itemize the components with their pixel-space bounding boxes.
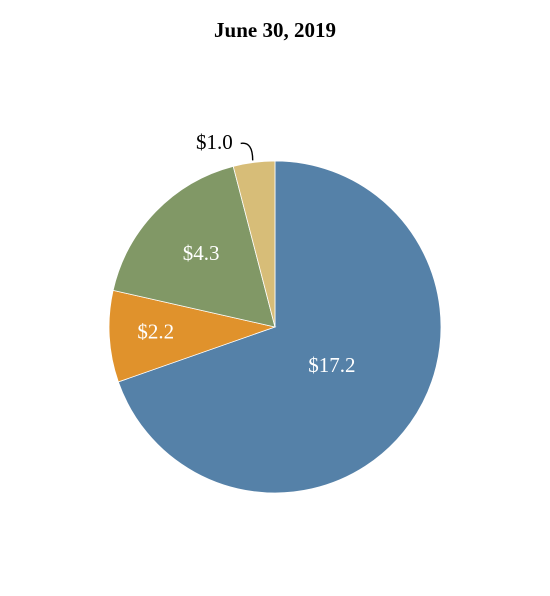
pie-labels: $17.2 $2.2 $4.3 $1.0 bbox=[137, 130, 355, 377]
pie-slice-label-0: $17.2 bbox=[308, 353, 355, 377]
pie-slice-label-1: $2.2 bbox=[137, 320, 174, 344]
pie-slice-label-2: $4.3 bbox=[183, 241, 220, 265]
pie-slices bbox=[108, 160, 442, 494]
chart-title: June 30, 2019 bbox=[214, 18, 336, 42]
pie-slice-1 bbox=[108, 289, 277, 383]
pie-slice-3 bbox=[232, 160, 276, 328]
pie-slice-label-3: $1.0 bbox=[196, 130, 233, 154]
pie-leader-line-3 bbox=[240, 142, 254, 161]
pie-slice-2 bbox=[112, 165, 276, 328]
pie-slice-0 bbox=[117, 160, 442, 494]
